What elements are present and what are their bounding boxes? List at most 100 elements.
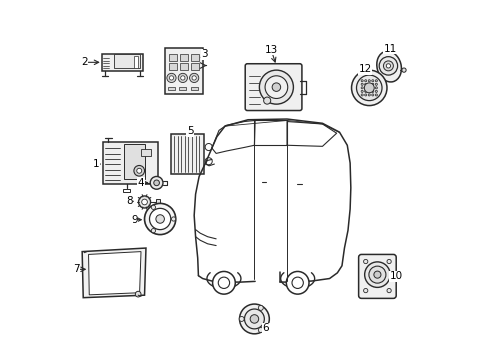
Circle shape (239, 304, 269, 334)
Circle shape (259, 70, 293, 104)
Bar (180, 63, 187, 70)
Circle shape (363, 260, 367, 264)
Circle shape (205, 144, 212, 150)
Circle shape (169, 76, 173, 80)
Circle shape (363, 288, 367, 293)
Circle shape (364, 262, 389, 287)
Bar (169, 63, 177, 70)
Circle shape (137, 168, 142, 173)
Bar (191, 63, 198, 70)
Text: 5: 5 (186, 126, 193, 136)
Bar (179, 87, 186, 90)
Circle shape (142, 199, 147, 205)
Circle shape (156, 215, 164, 223)
Circle shape (364, 87, 366, 89)
Text: 9: 9 (131, 215, 138, 225)
Bar (124, 144, 145, 179)
Bar (167, 87, 175, 90)
Circle shape (364, 80, 366, 82)
Circle shape (212, 271, 235, 294)
Circle shape (239, 316, 244, 321)
Bar (123, 189, 130, 192)
Circle shape (364, 90, 366, 93)
Text: 13: 13 (264, 45, 277, 55)
Circle shape (367, 90, 369, 93)
Circle shape (371, 94, 373, 96)
Circle shape (374, 83, 377, 85)
FancyBboxPatch shape (358, 255, 395, 298)
Text: 4: 4 (138, 178, 144, 188)
Circle shape (258, 328, 263, 333)
Circle shape (371, 87, 373, 89)
Circle shape (149, 208, 170, 230)
Circle shape (264, 76, 287, 99)
Bar (171, 134, 203, 174)
Circle shape (360, 94, 363, 96)
Text: 2: 2 (81, 57, 87, 67)
Circle shape (153, 180, 159, 186)
Polygon shape (82, 248, 145, 298)
Circle shape (351, 70, 386, 105)
Text: 6: 6 (262, 323, 268, 333)
Circle shape (367, 83, 369, 85)
Ellipse shape (376, 51, 401, 82)
Circle shape (138, 196, 150, 208)
Bar (114, 54, 140, 68)
Circle shape (166, 73, 176, 82)
Circle shape (367, 94, 369, 96)
Circle shape (367, 80, 369, 82)
Circle shape (218, 277, 229, 288)
Circle shape (373, 271, 380, 278)
Bar (191, 54, 198, 60)
Circle shape (272, 83, 280, 91)
Circle shape (205, 158, 212, 165)
Circle shape (134, 166, 144, 176)
Circle shape (360, 83, 363, 85)
Circle shape (244, 309, 264, 329)
Circle shape (360, 87, 363, 89)
Bar (102, 54, 143, 71)
Text: 12: 12 (358, 64, 371, 75)
Circle shape (378, 57, 397, 75)
Bar (190, 87, 197, 90)
Bar (180, 54, 187, 60)
Circle shape (383, 61, 392, 71)
Bar (134, 57, 138, 68)
Bar (169, 54, 177, 60)
Circle shape (364, 94, 366, 96)
Circle shape (360, 90, 363, 93)
Bar (141, 149, 151, 156)
Bar (156, 199, 160, 205)
Circle shape (371, 83, 373, 85)
Circle shape (368, 266, 385, 283)
Circle shape (374, 80, 377, 82)
Circle shape (181, 76, 184, 80)
Circle shape (371, 90, 373, 93)
Circle shape (367, 87, 369, 89)
Circle shape (356, 75, 381, 100)
Circle shape (250, 315, 258, 323)
Circle shape (360, 80, 363, 82)
Circle shape (192, 76, 196, 80)
Circle shape (151, 229, 155, 233)
Circle shape (291, 277, 303, 288)
Circle shape (151, 205, 155, 210)
Bar (165, 48, 203, 94)
Text: 3: 3 (201, 49, 208, 59)
Text: 10: 10 (389, 271, 402, 282)
Circle shape (189, 73, 198, 82)
Circle shape (386, 288, 390, 293)
Circle shape (178, 73, 187, 82)
Text: 7: 7 (73, 264, 79, 274)
Bar (102, 142, 158, 184)
Circle shape (144, 203, 175, 235)
Text: 1: 1 (93, 159, 100, 169)
Circle shape (258, 305, 263, 310)
Text: 11: 11 (383, 44, 396, 54)
Circle shape (263, 97, 270, 104)
Circle shape (286, 271, 308, 294)
Circle shape (374, 87, 377, 89)
Circle shape (150, 176, 163, 189)
Circle shape (364, 83, 366, 85)
Circle shape (171, 217, 175, 221)
